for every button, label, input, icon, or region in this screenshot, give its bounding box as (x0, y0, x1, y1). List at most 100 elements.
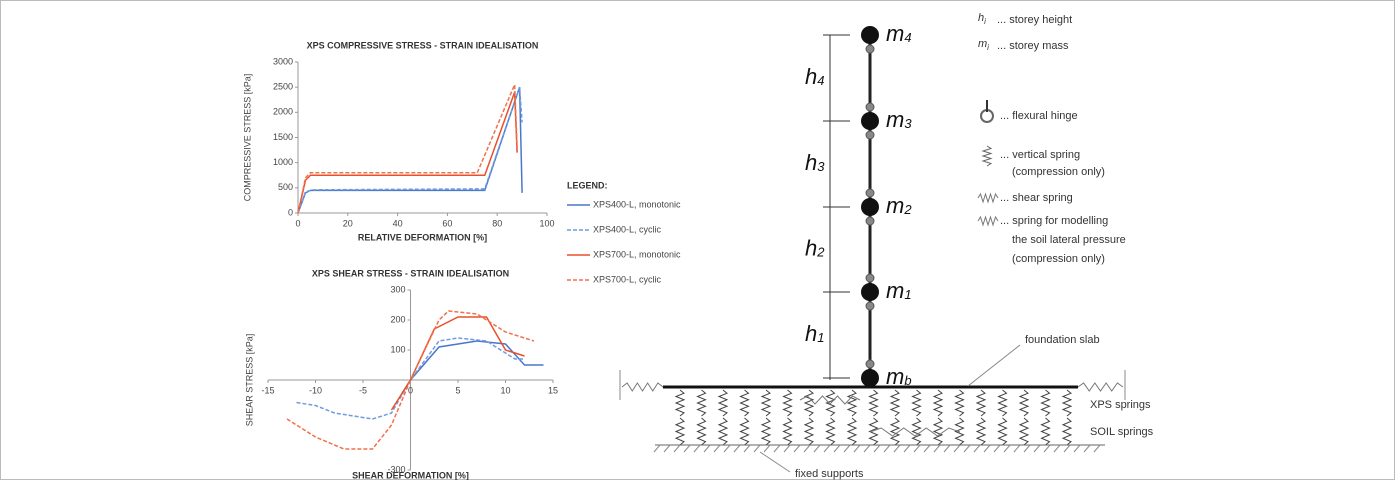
hatch (733, 444, 741, 453)
hatch (793, 444, 801, 453)
foundation-label: foundation slab (1025, 334, 1100, 346)
spring (760, 389, 772, 417)
y-tick-label: 1500 (273, 132, 293, 142)
y-tick-label: 300 (390, 284, 405, 294)
symbol-label: h4 (805, 64, 824, 89)
symbol-sub: 1 (817, 330, 824, 345)
y-tick-label: 3000 (273, 56, 293, 66)
hatch (923, 444, 931, 453)
symbol-base: h (805, 150, 817, 175)
series-line (390, 316, 525, 411)
x-tick-label: 20 (343, 218, 353, 228)
symbol-label: m1 (886, 278, 912, 303)
legend-label: XPS400-L, cyclic (593, 224, 662, 234)
symbol-label: m3 (886, 107, 912, 132)
symbol-text: the soil lateral pressure (1012, 234, 1126, 246)
spring (1040, 389, 1051, 417)
legend-label: XPS700-L, cyclic (593, 274, 662, 284)
storey-mass (861, 112, 879, 130)
side-spring (977, 215, 999, 227)
x-tick-label: 5 (455, 385, 460, 395)
spring (911, 417, 922, 446)
arrow (967, 344, 1021, 387)
hatch (873, 444, 881, 453)
spring (803, 389, 815, 417)
storey-mass (861, 369, 879, 387)
spring (911, 389, 922, 417)
hatch (1003, 444, 1011, 453)
x-tick-label: 100 (539, 218, 554, 228)
symbol-base: m (886, 107, 904, 132)
hatch (963, 444, 971, 453)
spring (825, 417, 836, 446)
flexural-hinge (865, 359, 875, 369)
symbol-label: m4 (886, 21, 912, 46)
hatch (843, 444, 851, 453)
chart-title: XPS COMPRESSIVE STRESS - STRAIN IDEALISA… (307, 40, 539, 50)
spring (696, 389, 707, 417)
spring (739, 389, 750, 417)
hatch (653, 444, 661, 453)
symbol-text: (compression only) (1012, 166, 1105, 178)
spring (803, 417, 815, 446)
symbol-text: ... vertical spring (1000, 149, 1080, 161)
spring (1061, 417, 1073, 446)
symbol-base: m (886, 21, 904, 46)
spring (782, 417, 793, 446)
spring (739, 417, 750, 446)
y-axis-label: COMPRESSIVE STRESS [kPa] (242, 74, 252, 202)
symbol-label: h3 (805, 150, 825, 175)
hatch (1013, 444, 1021, 453)
hatch (663, 444, 671, 453)
spring (868, 417, 879, 446)
side-spring (977, 192, 999, 204)
spring (825, 389, 836, 417)
series-line (297, 91, 518, 214)
x-tick-label: -15 (261, 385, 274, 395)
symbol-base: m (886, 193, 904, 218)
spring (782, 389, 793, 417)
hatch (1043, 444, 1051, 453)
symbol-text: ... flexural hinge (1000, 110, 1078, 122)
symbol-base: m (886, 364, 904, 389)
spring (717, 417, 729, 446)
symbol-base: h (978, 12, 984, 24)
symbol-base: h (805, 235, 817, 260)
hatch (783, 444, 791, 453)
symbol-label: mb (886, 364, 912, 389)
hatch (683, 444, 691, 453)
symbol-base: m (886, 278, 904, 303)
x-tick-label: 80 (492, 218, 502, 228)
symbol-sub: 4 (817, 73, 824, 88)
arrow (759, 451, 791, 473)
hatch (833, 444, 841, 453)
x-tick-label: 40 (393, 218, 403, 228)
y-tick-label: 1000 (273, 157, 293, 167)
y-tick-label: 100 (390, 344, 405, 354)
flexural-hinge (865, 44, 875, 54)
hatch (973, 444, 981, 453)
hatch (743, 444, 751, 453)
hatch (693, 444, 701, 453)
symbol-sub: 2 (903, 202, 912, 217)
supports-label: fixed supports (795, 468, 864, 480)
x-tick-label: 60 (442, 218, 452, 228)
spring (760, 417, 772, 446)
x-tick-label: -5 (359, 385, 367, 395)
hatch (883, 444, 891, 453)
hatch (773, 444, 781, 453)
hatch (853, 444, 861, 453)
symbol-sub: 4 (904, 30, 911, 45)
hatch (903, 444, 911, 453)
spring (674, 417, 686, 446)
symbol-label: h1 (805, 321, 824, 346)
spring (846, 389, 858, 417)
spring (717, 389, 729, 417)
spring (975, 389, 987, 417)
hatch (723, 444, 731, 453)
xps-label: XPS springs (1090, 399, 1151, 411)
x-tick-label: 0 (295, 218, 300, 228)
series-line (286, 310, 535, 450)
spring (954, 417, 965, 446)
